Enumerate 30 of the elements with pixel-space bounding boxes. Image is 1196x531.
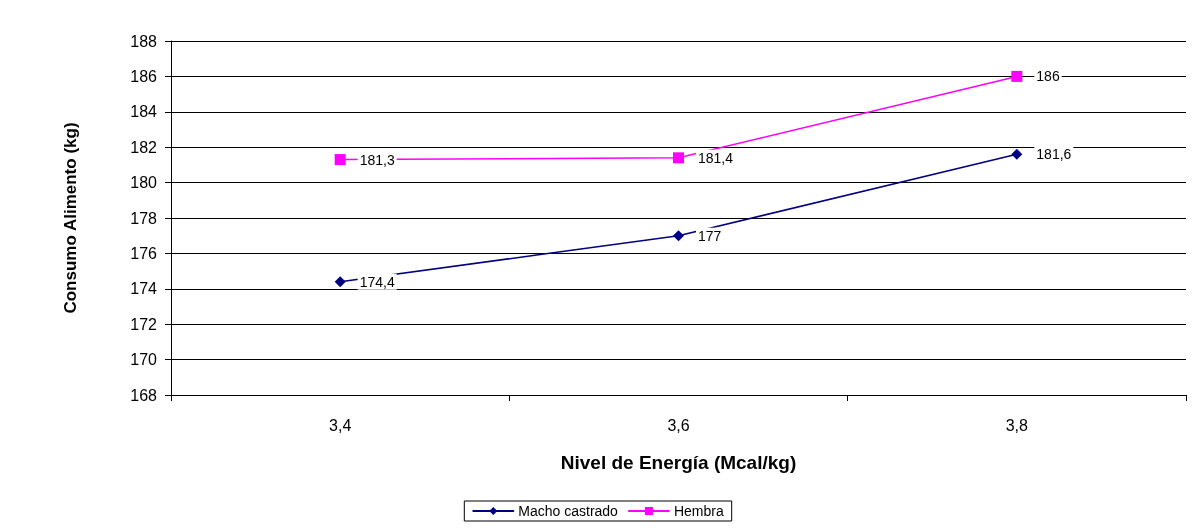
data-label: 181,6 bbox=[1036, 146, 1072, 163]
legend-label: Macho castrado bbox=[518, 503, 619, 519]
x-tick-label: 3,4 bbox=[329, 416, 352, 434]
point bbox=[334, 276, 346, 288]
data-label: 181,3 bbox=[359, 151, 395, 168]
y-tick-label: 172 bbox=[130, 315, 158, 333]
legend-label: Hembra bbox=[673, 503, 724, 519]
point bbox=[334, 154, 346, 166]
y-tick-label: 188 bbox=[130, 32, 158, 50]
y-tick-label: 176 bbox=[130, 244, 158, 262]
x-tick-label: 3,8 bbox=[1005, 416, 1029, 434]
y-axis-title: Consumo Alimento (kg) bbox=[61, 122, 80, 314]
y-tick-label: 174 bbox=[130, 280, 158, 298]
y-tick-label: 180 bbox=[130, 174, 158, 192]
data-label: 186 bbox=[1036, 68, 1060, 85]
y-tick-label: 170 bbox=[130, 351, 158, 369]
x-axis-title: Nivel de Energía (Mcal/kg) bbox=[560, 452, 797, 473]
data-label: 177 bbox=[698, 227, 722, 244]
point bbox=[673, 230, 684, 242]
y-tick-label: 184 bbox=[130, 103, 158, 121]
point bbox=[1011, 70, 1023, 82]
y-tick-label: 186 bbox=[130, 67, 158, 85]
x-tick-label: 3,6 bbox=[667, 416, 690, 434]
point bbox=[1011, 148, 1023, 160]
data-label: 181,4 bbox=[698, 149, 734, 166]
y-tick-label: 168 bbox=[130, 386, 158, 404]
y-tick-label: 178 bbox=[130, 209, 158, 227]
data-label: 174,4 bbox=[359, 273, 395, 290]
point bbox=[673, 152, 684, 164]
y-tick-label: 182 bbox=[130, 138, 158, 156]
